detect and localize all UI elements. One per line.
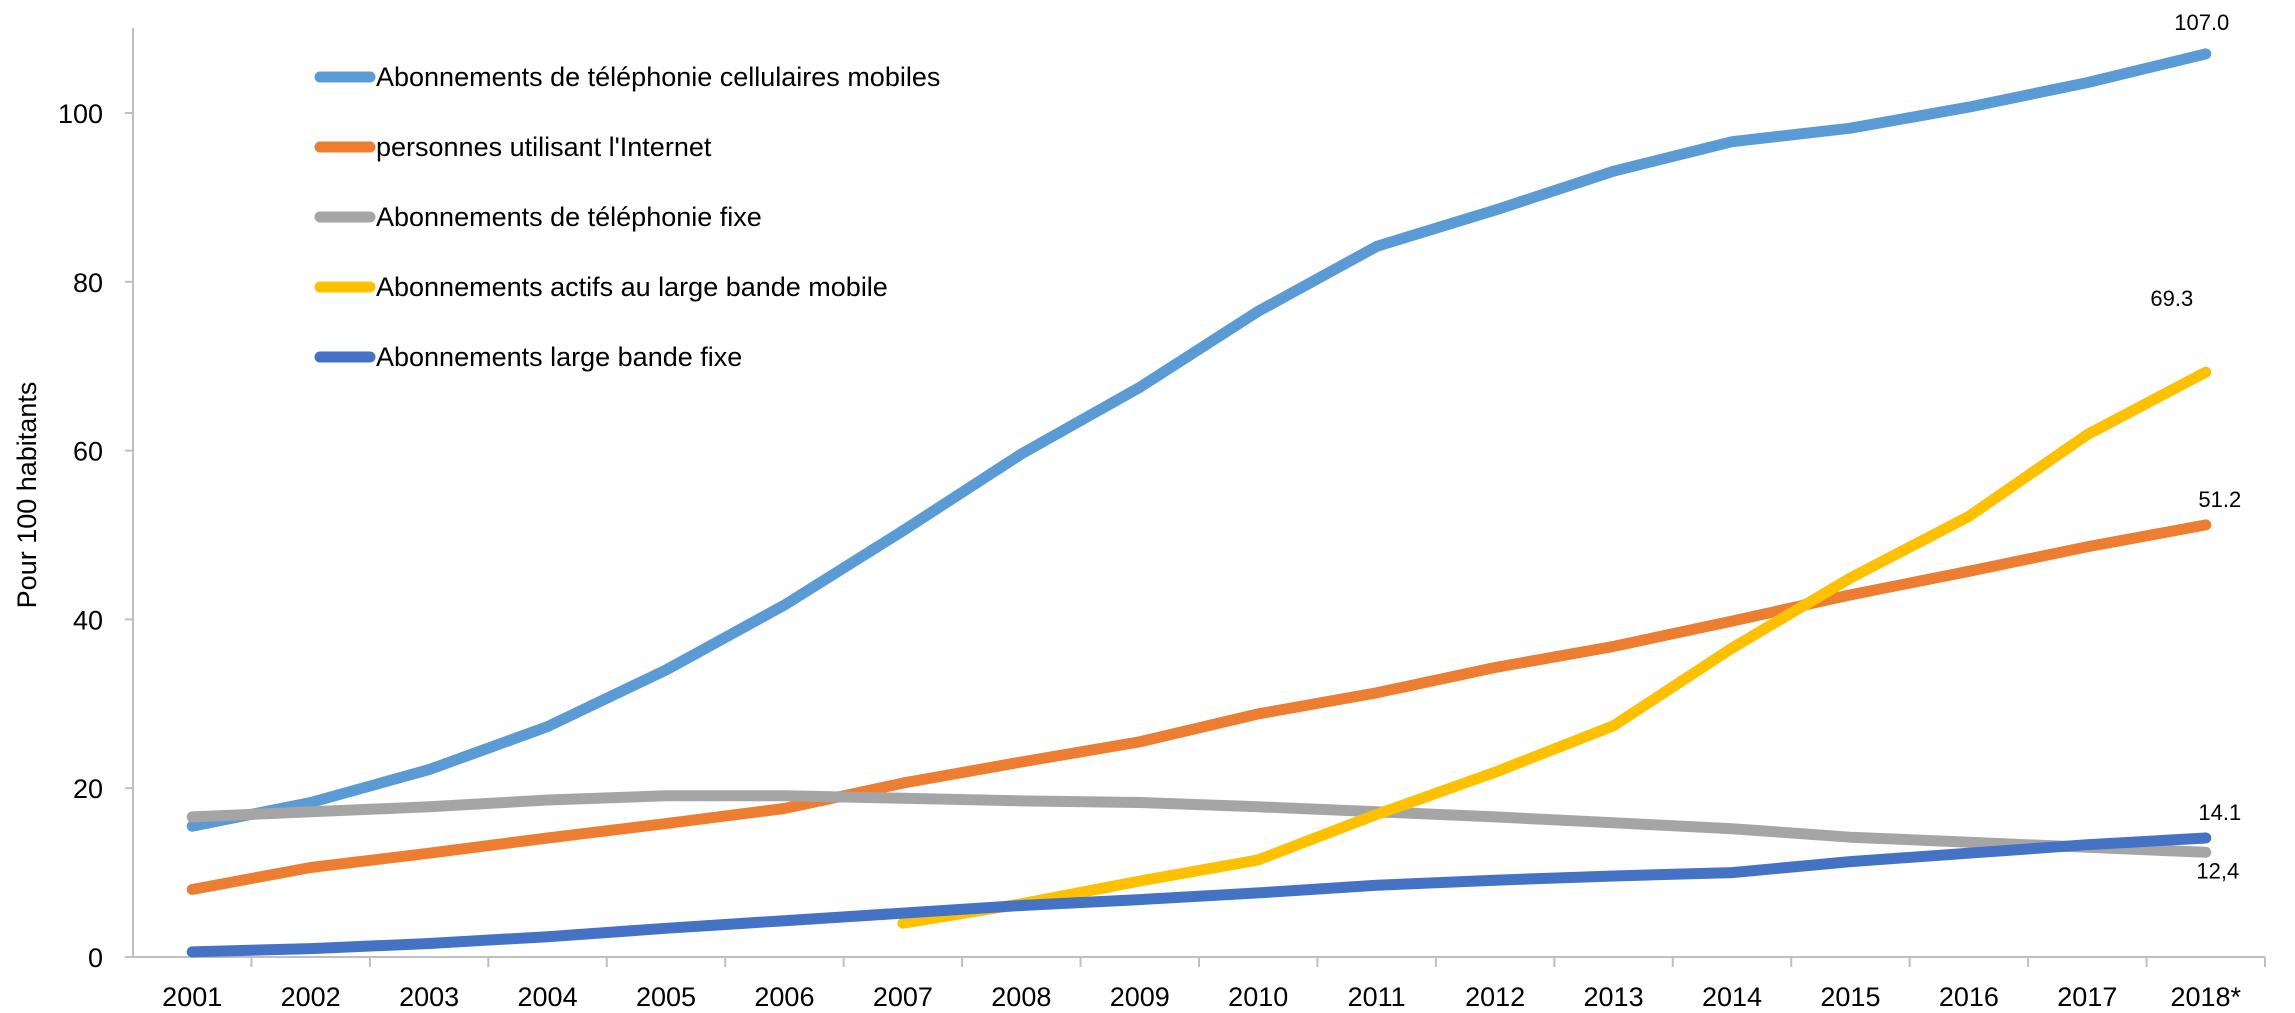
legend-label: Abonnements de téléphonie fixe <box>376 202 762 232</box>
data-label-end-1: 107.0 <box>2174 10 2229 35</box>
legend-label: Abonnements large bande fixe <box>376 342 742 372</box>
x-tick-label: 2003 <box>399 982 459 1012</box>
x-tick-label: 2015 <box>1820 982 1880 1012</box>
data-label-end-4: 69.3 <box>2150 286 2193 311</box>
x-tick-label: 2010 <box>1228 982 1288 1012</box>
legend-label: Abonnements de téléphonie cellulaires mo… <box>376 62 940 92</box>
series-line-1 <box>186 48 2212 832</box>
x-tick-label: 2001 <box>162 982 222 1012</box>
series-line-5 <box>186 832 2212 958</box>
series-line-3 <box>186 790 2212 858</box>
series-line-2 <box>186 519 2212 895</box>
legend-label: Abonnements actifs au large bande mobile <box>376 272 888 302</box>
data-label-end-3: 12,4 <box>2196 858 2239 883</box>
x-tick-label: 2002 <box>281 982 341 1012</box>
x-tick-label: 2006 <box>754 982 814 1012</box>
y-tick-label: 20 <box>73 774 103 804</box>
legend-label: personnes utilisant l'Internet <box>376 132 712 162</box>
x-tick-label: 2007 <box>873 982 933 1012</box>
x-tick-label: 2011 <box>1348 982 1406 1012</box>
end-labels: 107.0 51.2 12,4 69.3 14.1 <box>2150 10 2241 883</box>
y-axis-title: Pour 100 habitants <box>12 382 42 609</box>
y-tick-label: 80 <box>73 268 103 298</box>
x-tick-label: 2004 <box>518 982 578 1012</box>
x-tick-label: 2008 <box>991 982 1051 1012</box>
x-tick-label: 2005 <box>636 982 696 1012</box>
x-tick-label: 2009 <box>1110 982 1170 1012</box>
y-tick-label: 60 <box>73 437 103 467</box>
axes <box>132 28 2265 958</box>
legend: Abonnements de téléphonie cellulaires mo… <box>314 62 940 372</box>
x-tick-label: 2016 <box>1939 982 1999 1012</box>
y-tick-label: 100 <box>58 99 103 129</box>
data-label-end-2: 51.2 <box>2198 487 2241 512</box>
y-axis-ticks: 0 20 40 60 80 100 <box>58 99 133 973</box>
series-layer <box>186 48 2212 958</box>
x-tick-label: 2018* <box>2170 982 2241 1012</box>
series-line-4 <box>897 366 2212 929</box>
x-axis-ticks: 2001 2002 2003 2004 2005 2006 2007 2008 2009 2010… <box>162 957 2266 1012</box>
x-tick-label: 2017 <box>2057 982 2117 1012</box>
x-tick-label: 2013 <box>1584 982 1644 1012</box>
y-tick-label: 40 <box>73 605 103 635</box>
data-label-end-5: 14.1 <box>2198 800 2241 825</box>
y-tick-label: 0 <box>88 943 103 973</box>
x-tick-label: 2012 <box>1465 982 1525 1012</box>
x-tick-label: 2014 <box>1702 982 1762 1012</box>
